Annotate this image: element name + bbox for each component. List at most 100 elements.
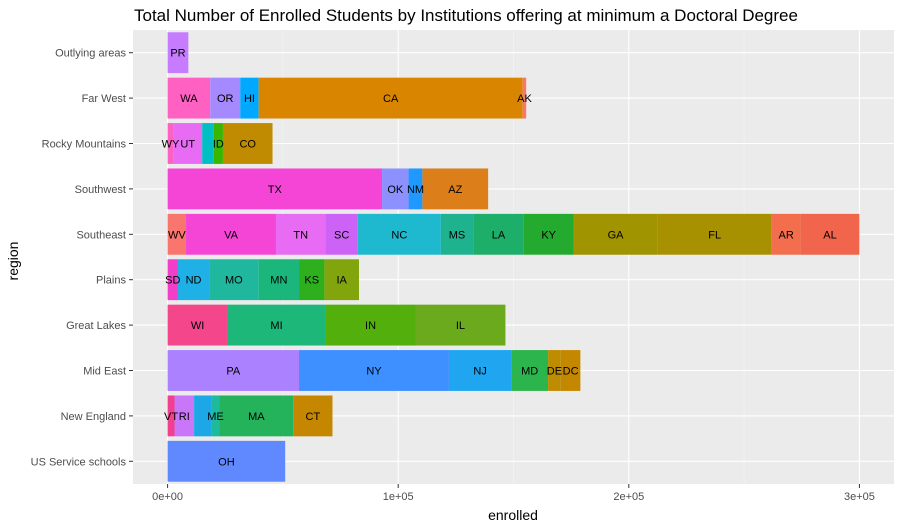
bar-label: WV (168, 229, 186, 241)
bar-segment (657, 213, 772, 255)
bar-segment (800, 213, 860, 255)
bar-segment (167, 350, 300, 391)
bar-label: NM (407, 184, 424, 196)
bar-label: AZ (448, 184, 462, 196)
bar-label: VA (224, 229, 239, 241)
bar-label: OK (387, 184, 404, 196)
bar-segment (167, 168, 383, 210)
bar-segment (258, 77, 523, 119)
bar-segment (211, 395, 220, 437)
y-tick-label: Mid East (83, 366, 126, 378)
bar-label: NY (366, 366, 382, 378)
bar-label: MS (449, 229, 466, 241)
bar-segment (771, 213, 801, 255)
bar-segment (227, 304, 326, 346)
bar-segment (573, 213, 658, 255)
bar-label: IN (365, 320, 376, 332)
y-tick-label: Outlying areas (55, 48, 126, 60)
bar-label: NJ (473, 366, 486, 378)
bar-label: IL (456, 320, 465, 332)
bar-label: IA (336, 275, 347, 287)
bar-segment (167, 213, 187, 255)
bar-segment (440, 213, 474, 255)
bar-label: OR (217, 93, 234, 105)
bar-label: PA (226, 366, 241, 378)
bar-segment (548, 350, 561, 391)
bar-label: HI (244, 93, 255, 105)
bar-segment (186, 213, 276, 255)
bar-label: KS (304, 275, 319, 287)
bar-segment (357, 213, 441, 255)
y-tick-label: Southwest (75, 184, 126, 196)
bar-label: PR (170, 48, 185, 60)
bar-label: MI (270, 320, 282, 332)
bar-segment (448, 350, 512, 391)
bar-segment (202, 123, 214, 164)
bar-segment (382, 168, 409, 210)
bar-segment (422, 168, 489, 210)
bar-label: VT (164, 411, 178, 423)
bar-label: WA (180, 93, 198, 105)
x-axis-title: enrolled (488, 507, 538, 523)
bar-segment (177, 259, 210, 301)
bar-segment (415, 304, 506, 346)
y-tick-label: Plains (96, 275, 126, 287)
bar-label: SD (165, 275, 180, 287)
bar-label: NC (391, 229, 407, 241)
y-tick-label: Great Lakes (66, 320, 126, 332)
bar-label: CO (239, 139, 256, 151)
bar-segment (167, 77, 211, 119)
y-tick-label: US Service schools (31, 456, 127, 468)
bar-segment (210, 77, 241, 119)
x-tick-label: 3e+05 (844, 491, 875, 503)
bar-label: MD (521, 366, 538, 378)
bar-label: DE (547, 366, 562, 378)
bar-segment (473, 213, 524, 255)
bar-label: FL (708, 229, 721, 241)
bar-segment (275, 213, 326, 255)
bar-segment (174, 395, 195, 437)
bar-label: WY (162, 139, 180, 151)
bar-segment (167, 259, 178, 301)
bar-label: AR (779, 229, 794, 241)
bar-segment (325, 304, 416, 346)
y-tick-label: Far West (82, 93, 126, 105)
y-axis-title: region (5, 242, 21, 281)
bar-segment (325, 213, 358, 255)
x-tick-label: 1e+05 (383, 491, 414, 503)
bar-segment (258, 259, 300, 301)
bar-label: CT (306, 411, 321, 423)
plot-area: PR WA OR HI CA AK WY UT ID CO TX OK NM AZ WV VA TN SC NC MS… (31, 30, 894, 503)
bar-segment (324, 259, 359, 301)
bar-label: ID (213, 139, 224, 151)
bar-label: MA (248, 411, 265, 423)
bar-segment (213, 123, 223, 164)
bar-segment (167, 123, 174, 164)
bar-segment (240, 77, 259, 119)
bar-label: AL (823, 229, 836, 241)
bar-label: ND (186, 275, 202, 287)
bar-segment (209, 259, 259, 301)
bar-label: TX (268, 184, 283, 196)
bar-segment (408, 168, 423, 210)
bar-segment (511, 350, 549, 391)
x-tick-label: 2e+05 (613, 491, 644, 503)
bar-label: CA (383, 93, 399, 105)
bar-label: ME (207, 411, 224, 423)
bar-label: LA (492, 229, 506, 241)
y-tick-label: New England (61, 411, 126, 423)
bar-segment (167, 32, 189, 74)
bar-segment (173, 123, 203, 164)
bar-label: RI (179, 411, 190, 423)
y-tick-label: Rocky Mountains (42, 139, 127, 151)
bar-segment (222, 123, 273, 164)
bar-label: WI (191, 320, 204, 332)
bar-label: MN (270, 275, 287, 287)
chart-title: Total Number of Enrolled Students by Ins… (134, 6, 798, 25)
bar-segment (299, 350, 449, 391)
bar-segment (293, 395, 333, 437)
bar-segment (299, 259, 325, 301)
bar-label: OH (218, 456, 235, 468)
bar-label: MO (225, 275, 243, 287)
